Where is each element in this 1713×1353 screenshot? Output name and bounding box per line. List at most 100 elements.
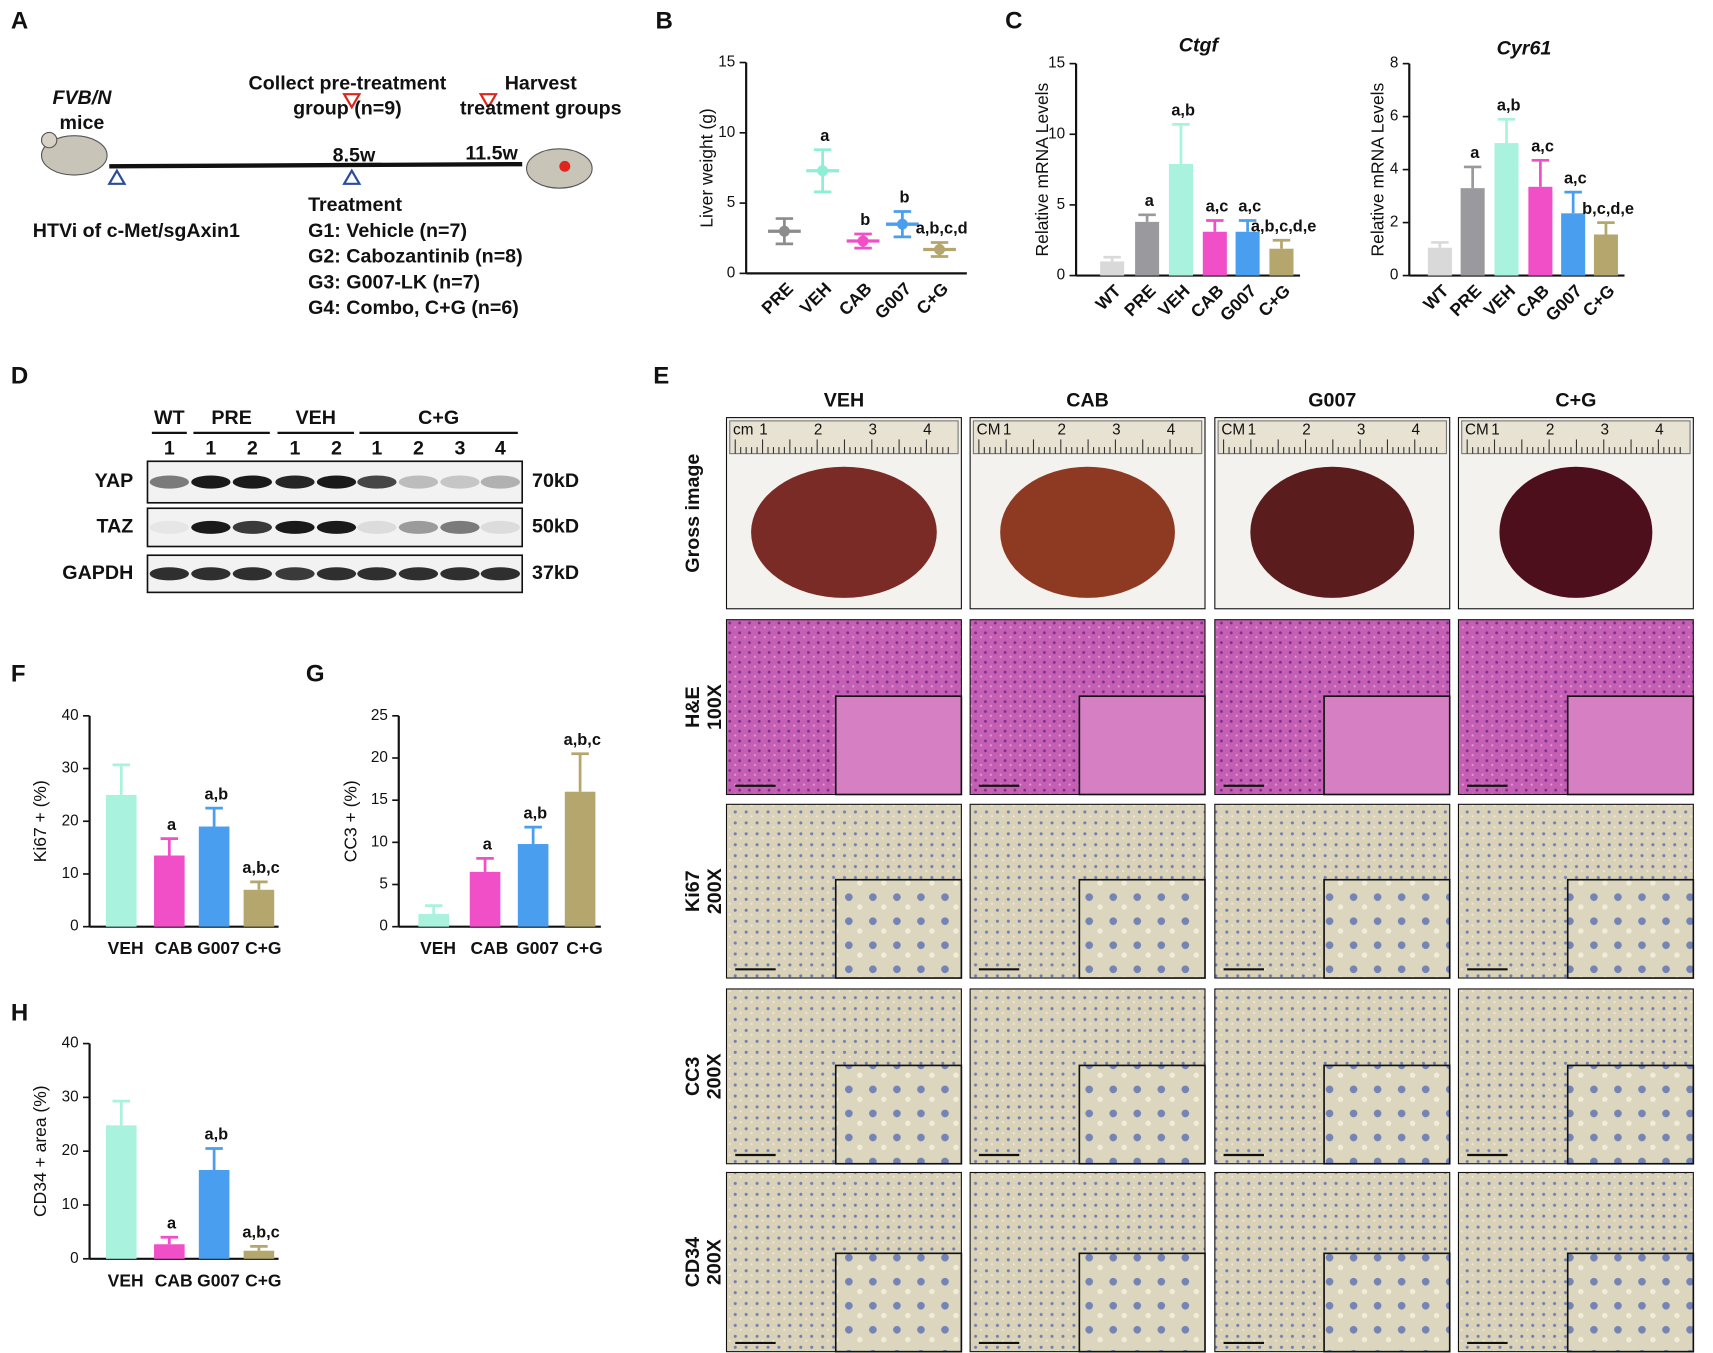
bar <box>154 1244 185 1259</box>
blot-band <box>357 567 397 581</box>
y-tick-label: 10 <box>371 833 388 850</box>
significance-label: a,c <box>1564 169 1587 187</box>
blot-band <box>191 475 231 489</box>
error-bar <box>112 1099 131 1126</box>
x-tick-label: PRE <box>1446 281 1486 321</box>
panel-label: F <box>11 661 26 688</box>
bar <box>1135 221 1160 276</box>
lane-number: 4 <box>495 437 506 459</box>
x-tick-label: G007 <box>516 938 559 958</box>
y-tick-label: 10 <box>62 1196 79 1213</box>
protein-label: GAPDH <box>62 562 133 584</box>
inset <box>834 878 963 979</box>
blot-band <box>149 475 189 489</box>
x-tick-label: CAB <box>470 938 508 958</box>
strain: FVB/N <box>52 87 112 109</box>
blot-band <box>275 520 315 534</box>
bar <box>198 1170 230 1259</box>
blot-band <box>440 520 480 534</box>
error-bar <box>1206 219 1224 232</box>
y-tick-label: 0 <box>1390 267 1399 284</box>
x-tick-label: G007 <box>871 278 915 322</box>
significance-label: a <box>1145 192 1155 210</box>
inset <box>1566 1252 1695 1353</box>
blot-group: C+G <box>418 407 459 429</box>
ruler-number: 4 <box>923 422 932 439</box>
error-bar <box>424 904 443 915</box>
lane-number: 3 <box>454 437 465 459</box>
inset <box>1323 1252 1451 1353</box>
blot-band <box>191 567 231 581</box>
y-tick-label: 0 <box>70 918 79 935</box>
ruler-number: 1 <box>1003 422 1012 439</box>
y-tick-label: 40 <box>62 707 79 724</box>
y-tick-label: 20 <box>371 749 388 766</box>
bar <box>1528 186 1553 276</box>
error-bar <box>1172 123 1190 164</box>
y-axis-label: CC3 + (%) <box>340 780 360 862</box>
ruler-number: 1 <box>759 422 768 439</box>
bar <box>243 889 275 927</box>
chart-title: Ctgf <box>1179 34 1221 56</box>
column-header: VEH <box>824 389 864 411</box>
significance-label: a,b,c <box>242 1224 279 1242</box>
error-bar <box>1138 213 1156 222</box>
ruler-number: 4 <box>1655 422 1664 439</box>
row-label: 200X <box>704 1239 726 1285</box>
liver <box>1250 466 1415 598</box>
group-label: G3: G007-LK (n=7) <box>308 271 480 293</box>
significance-label: a,c <box>1531 138 1554 156</box>
ruler-number: 1 <box>1491 422 1500 439</box>
lane-number: 2 <box>331 437 342 459</box>
x-tick-label: VEH <box>420 938 456 958</box>
bar <box>1235 231 1260 276</box>
column-header: C+G <box>1555 389 1596 411</box>
collect-text: group (n=9) <box>293 98 402 120</box>
y-axis-label: Relative mRNA Levels <box>1032 82 1052 256</box>
liver <box>1000 466 1175 598</box>
ruler-unit: CM <box>1221 422 1245 439</box>
inset <box>834 695 963 796</box>
panel-label: E <box>653 363 669 390</box>
liver <box>751 466 937 598</box>
blot-band <box>275 475 315 489</box>
lane-number: 1 <box>371 437 382 459</box>
mean-dot <box>896 218 908 230</box>
blot-band <box>232 567 273 581</box>
row-label: H&E <box>682 686 704 728</box>
protein-label: TAZ <box>97 516 134 538</box>
ruler-number: 1 <box>1248 422 1257 439</box>
inset <box>1323 878 1451 979</box>
inset <box>1323 1064 1451 1165</box>
y-tick-label: 20 <box>62 812 79 829</box>
inset <box>834 1252 963 1353</box>
x-tick-label: VEH <box>108 1270 144 1290</box>
bar <box>564 791 596 927</box>
x-tick-label: VEH <box>1154 281 1194 321</box>
significance-label: a,c <box>1238 198 1261 216</box>
inset <box>1078 878 1206 979</box>
y-axis-label: Ki67 + (%) <box>30 780 50 862</box>
significance-label: a,b <box>204 785 228 803</box>
bar <box>243 1250 275 1259</box>
bar <box>1202 231 1227 276</box>
error-bar <box>1463 165 1482 189</box>
significance-label: a,b <box>1171 102 1195 120</box>
row-label: 200X <box>704 1053 726 1099</box>
bar <box>1168 163 1193 276</box>
y-tick-label: 0 <box>379 918 387 935</box>
mean-dot <box>817 165 829 177</box>
x-tick-label: G007 <box>1216 281 1260 325</box>
error-bar <box>160 837 179 856</box>
lane-number: 1 <box>205 437 216 459</box>
mean-dot <box>778 225 790 237</box>
bar <box>469 871 501 927</box>
time-point: 11.5w <box>465 142 518 164</box>
significance-label: a,c <box>1206 198 1229 216</box>
significance-label: a,b <box>1497 96 1521 114</box>
bar <box>198 826 230 927</box>
significance-label: a,b <box>204 1126 228 1144</box>
blot-band <box>149 520 189 534</box>
lane-number: 2 <box>413 437 424 459</box>
inset <box>1078 1252 1206 1353</box>
